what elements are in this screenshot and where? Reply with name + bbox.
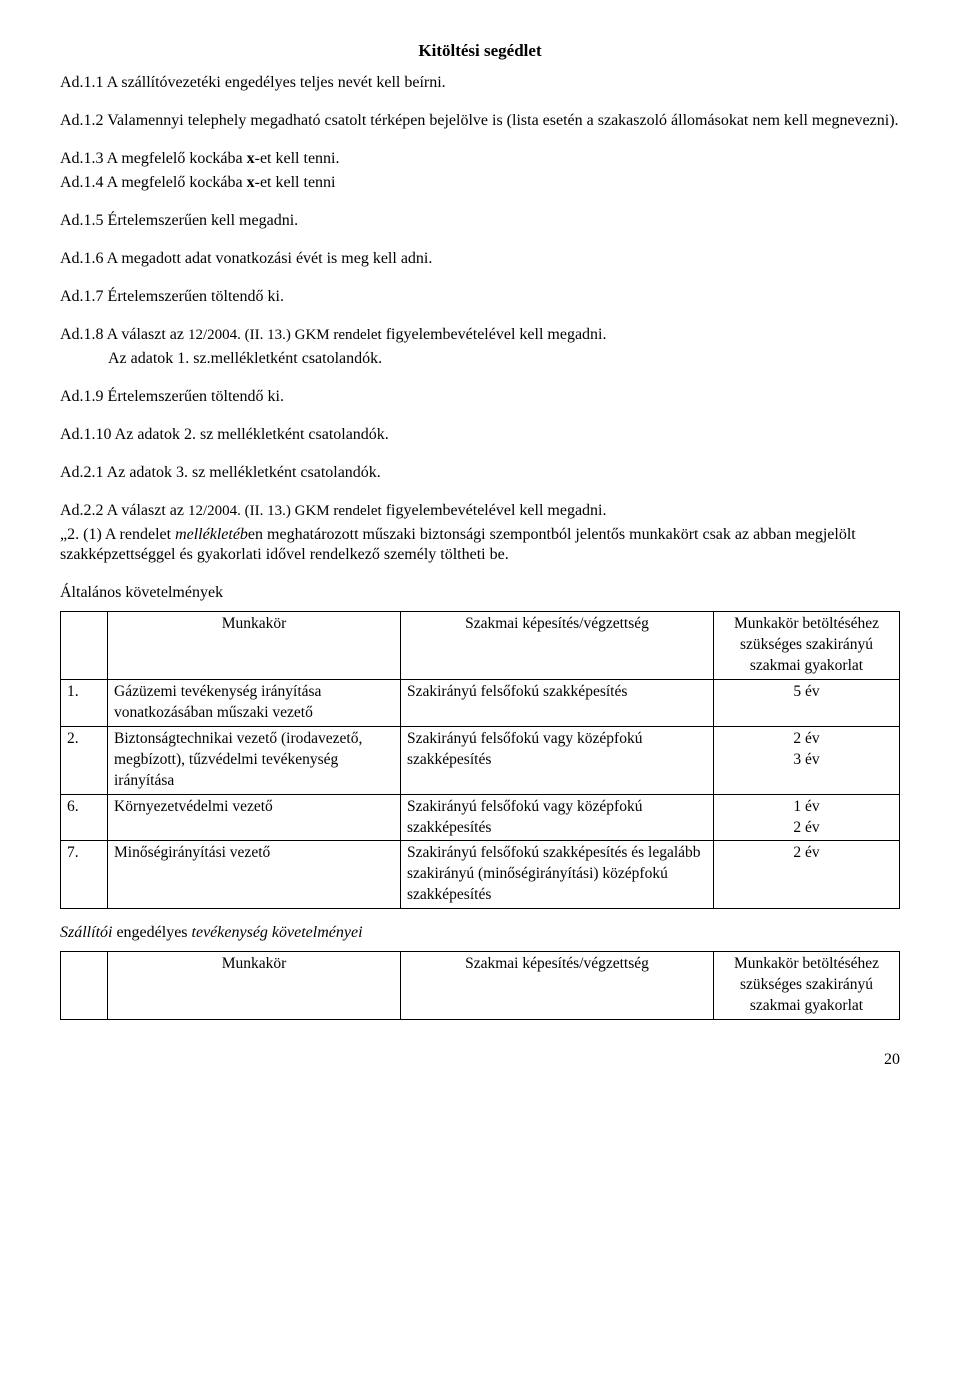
table-header-gyakorlat: Munkakör betöltéséhez szükséges szakirán…	[714, 952, 900, 1020]
para-ad-1-4-a: Ad.1.4 A megfelelő kockába	[60, 174, 247, 191]
table-header-munkakor: Munkakör	[108, 612, 401, 680]
bold-x: x	[247, 150, 255, 167]
para-ad-1-5: Ad.1.5 Értelemszerűen kell megadni.	[60, 211, 900, 231]
cell-gyakorlat: 5 év	[714, 680, 900, 727]
para-ad-1-8-b: figyelembevételével kell megadni.	[382, 326, 607, 343]
table-header-kepesites: Szakmai képesítés/végzettség	[401, 612, 714, 680]
cell-line1: 2 év	[793, 730, 819, 747]
table-header-kepesites: Szakmai képesítés/végzettség	[401, 952, 714, 1020]
page-title: Kitöltési segédlet	[60, 40, 900, 61]
para-ad-2-2: Ad.2.2 A választ az 12/2004. (II. 13.) G…	[60, 501, 900, 521]
para-ad-2-2-b: figyelembevételével kell megadni.	[382, 502, 607, 519]
cell-munkakor: Gázüzemi tevékenység irányítása vonatkoz…	[108, 680, 401, 727]
subheading-szallitoi: Szállítói engedélyes tevékenység követel…	[60, 923, 900, 943]
cell-num: 7.	[61, 841, 108, 909]
quote-b: (1) A rendelet	[79, 526, 175, 543]
para-ad-1-7: Ad.1.7 Értelemszerűen töltendő ki.	[60, 287, 900, 307]
table-row: 1. Gázüzemi tevékenység irányítása vonat…	[61, 680, 900, 727]
para-ad-1-6: Ad.1.6 A megadott adat vonatkozási évét …	[60, 249, 900, 269]
cell-gyakorlat: 2 év 3 év	[714, 726, 900, 794]
cell-munkakor: Környezetvédelmi vezető	[108, 794, 401, 841]
para-ad-1-4-b: -et kell tenni	[255, 174, 336, 191]
para-ad-2-1: Ad.2.1 Az adatok 3. sz mellékletként csa…	[60, 463, 900, 483]
para-ad-1-2: Ad.1.2 Valamennyi telephely megadható cs…	[60, 111, 900, 131]
para-ad-1-1: Ad.1.1 A szállítóvezetéki engedélyes tel…	[60, 73, 900, 93]
bold-x: x	[247, 174, 255, 191]
para-ad-1-3: Ad.1.3 A megfelelő kockába x-et kell ten…	[60, 149, 900, 169]
table-altalanos: Munkakör Szakmai képesítés/végzettség Mu…	[60, 611, 900, 909]
table-header-num	[61, 952, 108, 1020]
cell-line1: 1 év	[793, 798, 819, 815]
cell-kepesites: Szakirányú felsőfokú szakképesítés	[401, 680, 714, 727]
table-header-gyakorlat: Munkakör betöltéséhez szükséges szakirán…	[714, 612, 900, 680]
table-row: 6. Környezetvédelmi vezető Szakirányú fe…	[61, 794, 900, 841]
cell-kepesites: Szakirányú felsőfokú vagy középfokú szak…	[401, 794, 714, 841]
para-ad-2-2-a: Ad.2.2 A választ az	[60, 502, 188, 519]
table-header-row: Munkakör Szakmai képesítés/végzettség Mu…	[61, 952, 900, 1020]
szall-b: engedélyes	[112, 924, 191, 941]
cell-kepesites: Szakirányú felsőfokú szakképesítés és le…	[401, 841, 714, 909]
cell-kepesites: Szakirányú felsőfokú vagy középfokú szak…	[401, 726, 714, 794]
para-ad-1-8-a: Ad.1.8 A választ az	[60, 326, 188, 343]
para-ad-1-10: Ad.1.10 Az adatok 2. sz mellékletként cs…	[60, 425, 900, 445]
para-ad-1-9: Ad.1.9 Értelemszerűen töltendő ki.	[60, 387, 900, 407]
subheading-altalanos: Általános követelmények	[60, 583, 900, 603]
cell-munkakor: Minőségirányítási vezető	[108, 841, 401, 909]
cell-num: 1.	[61, 680, 108, 727]
cell-num: 2.	[61, 726, 108, 794]
cell-num: 6.	[61, 794, 108, 841]
cell-line2: 3 év	[793, 751, 819, 768]
para-ad-2-2-quote: „2. (1) A rendelet mellékletében meghatá…	[60, 525, 900, 565]
para-ad-1-3-b: -et kell tenni.	[255, 150, 340, 167]
table-szallitoi: Munkakör Szakmai képesítés/végzettség Mu…	[60, 951, 900, 1020]
table-row: 7. Minőségirányítási vezető Szakirányú f…	[61, 841, 900, 909]
table-header-num	[61, 612, 108, 680]
reg-ref: 12/2004. (II. 13.) GKM rendelet	[188, 327, 382, 343]
para-ad-1-8: Ad.1.8 A választ az 12/2004. (II. 13.) G…	[60, 325, 900, 345]
szall-a: Szállítói	[60, 924, 112, 941]
para-ad-1-8-sub: Az adatok 1. sz.mellékletként csatolandó…	[60, 349, 900, 369]
table-row: 2. Biztonságtechnikai vezető (irodavezet…	[61, 726, 900, 794]
cell-line2: 2 év	[793, 819, 819, 836]
quote-c: mellékletéb	[175, 526, 248, 543]
cell-munkakor: Biztonságtechnikai vezető (irodavezető, …	[108, 726, 401, 794]
cell-gyakorlat: 2 év	[714, 841, 900, 909]
quote-a: „2.	[60, 526, 79, 543]
page-number: 20	[60, 1050, 900, 1070]
table-header-munkakor: Munkakör	[108, 952, 401, 1020]
cell-gyakorlat: 1 év 2 év	[714, 794, 900, 841]
para-ad-1-3-a: Ad.1.3 A megfelelő kockába	[60, 150, 247, 167]
reg-ref: 12/2004. (II. 13.) GKM rendelet	[188, 503, 382, 519]
szall-c: tevékenység követelményei	[192, 924, 363, 941]
para-ad-1-4: Ad.1.4 A megfelelő kockába x-et kell ten…	[60, 173, 900, 193]
table-header-row: Munkakör Szakmai képesítés/végzettség Mu…	[61, 612, 900, 680]
